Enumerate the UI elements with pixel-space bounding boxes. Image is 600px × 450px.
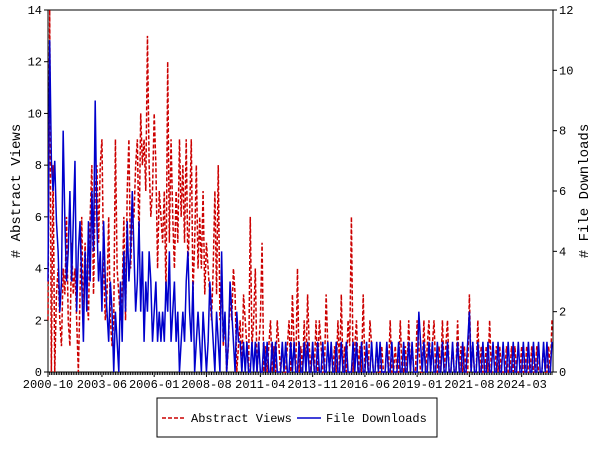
y2-tick-label: 8 — [559, 125, 566, 139]
x-tick-label: 2003-06 — [77, 378, 127, 392]
plot-frame — [47, 9, 554, 373]
y2-tick-label: 10 — [559, 64, 573, 78]
x-tick-label: 2000-10 — [23, 378, 73, 392]
x-tick-label: 2024-03 — [496, 378, 546, 392]
x-tick-label: 2016-06 — [340, 378, 390, 392]
legend-label: Abstract Views — [191, 412, 292, 426]
y-tick-label: 2 — [35, 314, 42, 328]
legend-label: File Downloads — [326, 412, 427, 426]
y2-axis-label: # File Downloads — [577, 124, 593, 258]
y2-tick-label: 4 — [559, 245, 566, 259]
series-line — [47, 40, 553, 373]
y-tick-label: 8 — [35, 159, 42, 173]
y-axis-label: # Abstract Views — [9, 124, 25, 258]
y-tick-label: 4 — [35, 263, 42, 277]
x-tick-label: 2013-11 — [287, 378, 337, 392]
y-tick-label: 12 — [28, 56, 42, 70]
x-tick-label: 2021-08 — [444, 378, 494, 392]
y2-tick-label: 12 — [559, 4, 573, 18]
y-tick-label: 6 — [35, 211, 42, 225]
x-tick-label: 2019-01 — [392, 378, 442, 392]
x-tick-label: 2011-04 — [235, 378, 285, 392]
y2-tick-label: 6 — [559, 185, 566, 199]
y2-tick-label: 2 — [559, 306, 566, 320]
y-tick-label: 0 — [35, 366, 42, 380]
y2-tick-label: 0 — [559, 366, 566, 380]
x-tick-label: 2006-01 — [129, 378, 179, 392]
x-tick-label: 2008-08 — [181, 378, 231, 392]
y-tick-label: 10 — [28, 107, 42, 121]
y-tick-label: 14 — [28, 4, 42, 18]
